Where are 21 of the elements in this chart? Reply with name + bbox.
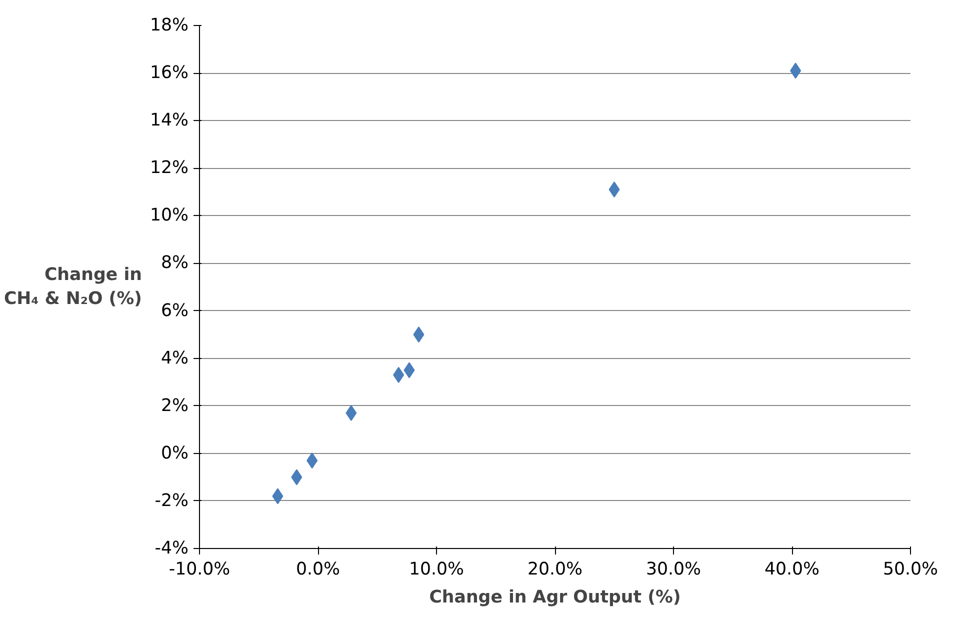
y-tick-label: -2% [154,490,189,511]
x-tick-label: 40.0% [764,560,820,580]
y-tick-label: 12% [150,158,188,178]
y-tick-label: 14% [150,110,188,131]
y-tick-label: 6% [161,300,189,321]
y-tick-label: 10% [150,206,188,226]
x-tick-label: -10.0% [168,560,230,580]
y-tick-label: 4% [161,348,189,368]
y-tick-label: 2% [161,396,189,416]
x-tick-label: 10.0% [408,560,464,580]
x-tick-label: 0.0% [296,560,340,580]
x-axis-title: Change in Agr Output (%) [429,588,681,608]
y-tick-label: 16% [150,63,188,84]
x-tick-label: 50.0% [882,560,938,580]
y-tick-label: -4% [154,538,189,558]
y-tick-label: 0% [161,443,189,464]
x-tick-label: 30.0% [646,560,702,580]
x-tick-label: 20.0% [527,560,583,580]
y-tick-label: 8% [161,253,189,274]
y-tick-label: 18% [150,16,188,36]
y-axis-title: Change in CH₄ & N₂O (%) [4,265,142,309]
